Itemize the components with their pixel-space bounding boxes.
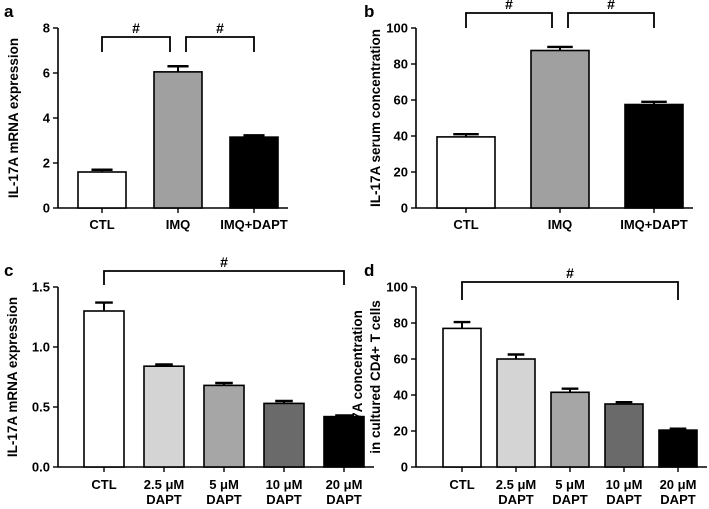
y-tick-label: 100 (386, 280, 408, 295)
bar (550, 391, 590, 468)
y-axis-title: IL-17A concentration (350, 310, 365, 444)
y-tick-label: 40 (394, 129, 408, 144)
bar (229, 136, 279, 209)
significance-bracket (461, 281, 679, 300)
y-tick-label: 20 (394, 424, 408, 439)
y-tick-label: 0 (43, 201, 50, 216)
significance-bracket (465, 12, 553, 28)
x-tick-label: 20 μM (660, 477, 697, 492)
y-axis-title: IL-17A mRNA expression (6, 38, 21, 198)
bar (604, 403, 644, 468)
x-tick-label: IMQ+DAPT (220, 217, 288, 232)
y-tick-label: 0.0 (32, 460, 50, 475)
bar (436, 136, 496, 209)
x-tick-label: IMQ (166, 217, 191, 232)
x-tick-label: 5 μM (555, 477, 585, 492)
bar (624, 103, 684, 209)
x-tick-label: CTL (91, 477, 116, 492)
panel-d: d IL-17A concentration in cultured CD4+ T … (350, 261, 707, 507)
panel-b: b IL-17A serum concentration 0 20 40 60 80 100 C… (364, 0, 693, 232)
x-tick-label: IMQ (548, 217, 573, 232)
panel-letter: b (364, 2, 374, 21)
significance-marker: # (132, 20, 140, 36)
bar (143, 365, 185, 468)
significance-marker: # (220, 254, 228, 270)
x-tick-label: 10 μM (606, 477, 643, 492)
y-tick-label: 0 (401, 201, 408, 216)
y-tick-label: 0 (401, 460, 408, 475)
y-tick-label: 1.0 (32, 340, 50, 355)
x-tick-label: DAPT (606, 492, 641, 507)
y-tick-label: 1.5 (32, 280, 50, 295)
y-tick-label: 0.5 (32, 400, 50, 415)
bar (496, 358, 536, 468)
bar (77, 171, 127, 209)
y-tick-label: 100 (386, 21, 408, 36)
y-tick-label: 8 (43, 21, 50, 36)
x-tick-label: 2.5 μM (144, 477, 184, 492)
panel-letter: c (4, 261, 13, 280)
bar (83, 310, 125, 468)
y-tick-label: 20 (394, 165, 408, 180)
significance-bracket (185, 36, 255, 52)
x-tick-label: 5 μM (209, 477, 239, 492)
bar (442, 327, 482, 468)
significance-bracket (103, 270, 345, 285)
y-tick-label: 6 (43, 66, 50, 81)
significance-bracket (567, 12, 655, 28)
significance-marker: # (607, 0, 615, 12)
significance-marker: # (505, 0, 513, 12)
x-tick-label: 20 μM (326, 477, 363, 492)
bar (323, 415, 365, 468)
x-tick-label: CTL (89, 217, 114, 232)
y-tick-label: 60 (394, 93, 408, 108)
x-tick-label: DAPT (326, 492, 361, 507)
x-tick-label: CTL (449, 477, 474, 492)
y-tick-label: 60 (394, 352, 408, 367)
y-tick-label: 2 (43, 156, 50, 171)
y-axis-title: IL-17A serum concentration (368, 29, 383, 207)
x-tick-label: DAPT (498, 492, 533, 507)
y-axis-title: in cultured CD4+ T cells (368, 300, 383, 453)
x-tick-label: 2.5 μM (496, 477, 536, 492)
bar (530, 49, 590, 209)
bar (263, 402, 305, 468)
x-tick-label: 10 μM (266, 477, 303, 492)
bar (658, 429, 698, 468)
x-tick-label: DAPT (206, 492, 241, 507)
x-tick-label: CTL (453, 217, 478, 232)
x-tick-label: DAPT (552, 492, 587, 507)
bar (153, 71, 203, 209)
bar (203, 384, 245, 468)
x-tick-label: DAPT (266, 492, 301, 507)
panel-letter: a (4, 2, 14, 21)
y-axis-title: IL-17A mRNA expression (5, 297, 20, 457)
significance-bracket (101, 36, 171, 52)
panel-c: c IL-17A mRNA expression 0.0 0.5 1.0 1.5 CTL 2.… (4, 254, 374, 507)
y-tick-label: 4 (43, 111, 51, 126)
significance-marker: # (566, 265, 574, 281)
x-tick-label: IMQ+DAPT (620, 217, 688, 232)
significance-marker: # (216, 20, 224, 36)
x-tick-label: DAPT (146, 492, 181, 507)
y-tick-label: 80 (394, 57, 408, 72)
y-tick-label: 40 (394, 388, 408, 403)
y-tick-label: 80 (394, 316, 408, 331)
panel-a: a IL-17A mRNA expression 0 2 4 6 8 CTL IMQ IMQ+DA… (4, 2, 288, 232)
x-tick-label: DAPT (660, 492, 695, 507)
panel-letter: d (364, 261, 374, 280)
